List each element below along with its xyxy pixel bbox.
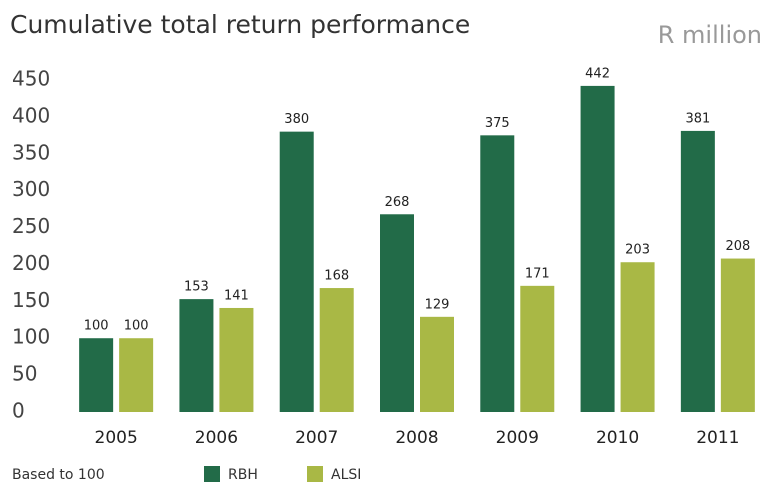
- x-tick-label: 2010: [596, 428, 639, 448]
- x-tick-label: 2011: [696, 428, 739, 448]
- x-tick-label: 2006: [195, 428, 238, 448]
- legend-swatch: [204, 466, 220, 482]
- y-tick-label: 150: [12, 288, 50, 312]
- data-label: 100: [124, 319, 149, 334]
- bar: [520, 285, 555, 412]
- data-label: 442: [585, 66, 610, 81]
- y-tick-label: 300: [12, 177, 50, 201]
- data-label: 141: [224, 288, 249, 303]
- data-label: 129: [425, 297, 450, 312]
- data-label: 380: [284, 112, 309, 127]
- legend-swatch: [307, 466, 323, 482]
- x-tick-label: 2007: [295, 428, 338, 448]
- data-label: 375: [485, 116, 510, 131]
- bar: [319, 288, 354, 412]
- bar: [420, 316, 454, 412]
- unit-label: R million: [658, 21, 762, 49]
- legend-label: RBH: [228, 467, 258, 483]
- bar: [580, 85, 615, 412]
- bar: [79, 338, 114, 412]
- y-tick-label: 400: [12, 103, 50, 127]
- data-label: 381: [685, 111, 710, 126]
- x-tick-label: 2008: [395, 428, 438, 448]
- bar: [380, 214, 414, 412]
- data-label: 208: [725, 239, 750, 254]
- x-tick-label: 2005: [95, 428, 138, 448]
- x-tick-label: 2009: [496, 428, 539, 448]
- note: Based to 100: [12, 467, 105, 483]
- y-tick-label: 100: [12, 325, 50, 349]
- y-tick-label: 0: [12, 399, 25, 423]
- y-tick-label: 200: [12, 251, 50, 275]
- bar: [179, 299, 214, 412]
- data-label: 268: [385, 195, 410, 210]
- bar: [480, 135, 515, 413]
- legend-label: ALSI: [331, 467, 361, 483]
- y-tick-label: 450: [12, 67, 50, 91]
- data-label: 153: [184, 280, 209, 295]
- y-tick-label: 250: [12, 214, 50, 238]
- data-label: 171: [525, 266, 550, 281]
- data-label: 168: [324, 269, 349, 284]
- bar: [219, 307, 254, 412]
- chart-title: Cumulative total return performance: [10, 10, 470, 39]
- bar: [279, 131, 314, 412]
- data-label: 203: [625, 243, 650, 258]
- data-label: 100: [84, 319, 109, 334]
- y-tick-label: 350: [12, 140, 50, 164]
- bar: [680, 130, 715, 412]
- bar: [720, 258, 755, 412]
- y-tick-label: 50: [12, 362, 37, 386]
- bar: [119, 338, 154, 412]
- bar: [620, 262, 655, 412]
